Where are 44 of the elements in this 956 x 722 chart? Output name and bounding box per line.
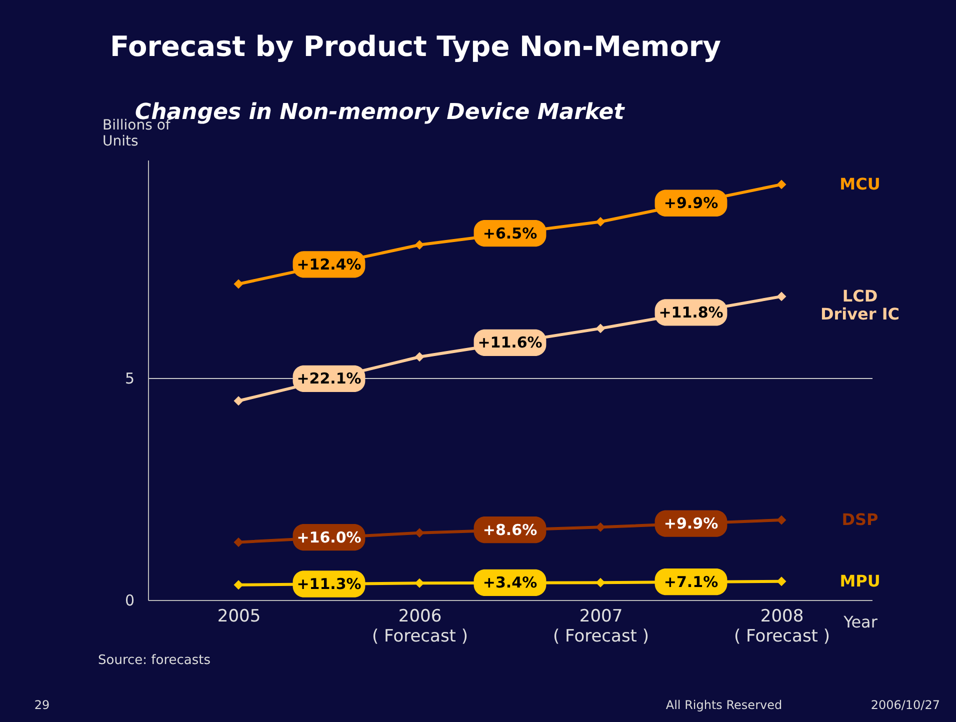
- point: [776, 180, 786, 190]
- annotation: +8.6%: [482, 520, 538, 539]
- annotation: +9.9%: [664, 514, 718, 533]
- text: 2006/10/27: [870, 698, 940, 712]
- point: [596, 324, 606, 334]
- point: [414, 240, 424, 250]
- point: [234, 279, 244, 289]
- annotation: +12.4%: [296, 255, 362, 274]
- source-note: Source: forecasts: [98, 653, 211, 668]
- point: [234, 396, 244, 406]
- text: MPU: [840, 571, 880, 590]
- point: [414, 528, 424, 538]
- y-tick-label: 0: [124, 592, 134, 610]
- annotation: +3.4%: [482, 574, 538, 592]
- x-tick-label: 2008 ( Forecast ): [734, 606, 830, 646]
- point: [234, 580, 244, 590]
- text: DSP: [842, 510, 879, 529]
- annotation: +7.1%: [664, 572, 718, 591]
- x-tick-label: 2005: [217, 606, 261, 626]
- annotation: +22.1%: [296, 370, 362, 388]
- point: [414, 352, 424, 362]
- text: 29: [34, 698, 50, 712]
- point: [234, 537, 244, 547]
- point: [596, 522, 606, 532]
- point: [414, 578, 424, 588]
- text: All Rights Reserved: [666, 698, 782, 712]
- text: LCD Driver IC: [820, 286, 900, 324]
- point: [776, 292, 786, 302]
- point: [596, 217, 606, 227]
- x-tick-label: 2006 ( Forecast ): [372, 606, 468, 646]
- annotation: +11.8%: [658, 303, 724, 322]
- point: [776, 576, 786, 586]
- y-tick-label: 5: [124, 369, 134, 388]
- annotation: +6.5%: [482, 224, 538, 242]
- x-axis-title: Year: [842, 612, 878, 632]
- annotation: +9.9%: [664, 194, 718, 212]
- annotation: +11.6%: [478, 334, 542, 352]
- point: [776, 515, 786, 525]
- annotation: +16.0%: [296, 528, 362, 546]
- annotation: +11.3%: [296, 575, 362, 593]
- text: MCU: [840, 174, 880, 194]
- x-tick-label: 2007 ( Forecast ): [552, 606, 650, 646]
- chart-title: Forecast by Product Type Non-Memory: [110, 30, 721, 63]
- point: [596, 578, 606, 588]
